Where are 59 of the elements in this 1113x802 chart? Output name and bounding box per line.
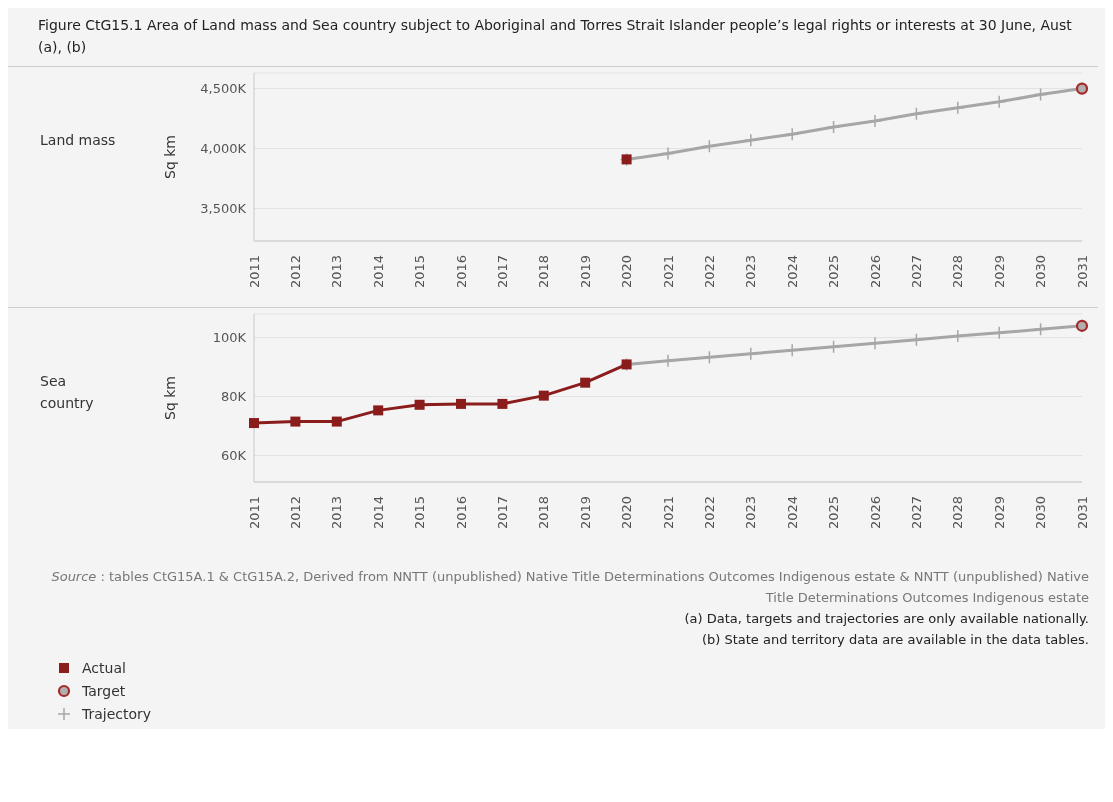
y-tick-label: 60K (220, 448, 247, 464)
source-note: Source : tables CtG15A.1 & CtG15A.2, Derived from NNTT (unpublished) Native Title Determinations Outcomes Indigenous estate & NNTT (unpublished) Native Title Determinations Outcomes Indigenous estate (50, 568, 1089, 607)
x-tick-label: 2011 (246, 255, 262, 289)
x-tick-label: 2017 (494, 255, 510, 289)
x-tick-label: 2027 (908, 496, 924, 530)
x-tick-label: 2025 (826, 496, 842, 530)
x-tick-label: 2018 (536, 255, 552, 289)
text: Sea country (40, 373, 94, 411)
x-tick-label: 2020 (619, 496, 635, 530)
x-tick-label: 2023 (743, 496, 759, 530)
x-tick-label: 2021 (660, 496, 676, 530)
x-tick-label: 2015 (412, 255, 428, 289)
x-tick-label: 2029 (991, 496, 1007, 530)
x-tick-label: 2023 (743, 255, 759, 289)
x-tick-label: 2012 (287, 496, 303, 530)
x-tick-label: 2030 (1033, 496, 1049, 530)
x-tick-label: 2016 (453, 496, 469, 530)
x-tick-label: 2029 (991, 255, 1007, 289)
y-tick-label: 4,000K (200, 141, 247, 157)
y-axis-title: Sq km (161, 376, 178, 420)
x-tick-label: 2022 (701, 496, 717, 530)
y-tick-label: 4,500K (200, 81, 247, 97)
x-tick-label: 2013 (329, 255, 345, 289)
text: (a) Data, targets and trajectories are only available nationally. (683, 610, 1089, 628)
x-tick-label: 2015 (412, 496, 428, 530)
x-tick-label: 2031 (1074, 496, 1090, 530)
x-tick-label: 2024 (784, 255, 800, 289)
x-tick-label: 2018 (536, 496, 552, 530)
x-tick-label: 2028 (950, 255, 966, 289)
x-tick-label: 2027 (908, 255, 924, 289)
x-tick-label: 2014 (370, 255, 386, 289)
legend-label: Actual (82, 659, 126, 676)
x-tick-label: 2025 (826, 255, 842, 289)
x-tick-label: 2012 (287, 255, 303, 289)
x-tick-label: 2019 (577, 255, 593, 289)
x-tick-label: 2021 (660, 255, 676, 289)
y-tick-label: 80K (220, 389, 247, 405)
x-tick-label: 2014 (370, 496, 386, 530)
x-tick-label: 2028 (950, 496, 966, 530)
legend-label: Trajectory (82, 705, 152, 722)
text: Land mass (40, 132, 116, 148)
x-tick-label: 2026 (867, 496, 883, 530)
x-tick-label: 2013 (329, 496, 345, 530)
text: (b) State and territory data are available in the data tables. (700, 631, 1089, 649)
legend-label: Target (82, 682, 126, 699)
x-tick-label: 2020 (619, 255, 635, 289)
x-tick-label: 2022 (701, 255, 717, 289)
x-tick-label: 2026 (867, 255, 883, 289)
x-tick-label: 2011 (246, 496, 262, 530)
x-tick-label: 2030 (1033, 255, 1049, 289)
x-tick-label: 2017 (494, 496, 510, 530)
chart-title: Figure CtG15.1 Area of Land mass and Sea country subject to Aboriginal and Torres Strait Islander people’s legal rights or interests at 30 June, Aust (a), (b) (37, 16, 1073, 57)
x-tick-label: 2031 (1074, 255, 1090, 289)
x-tick-label: 2019 (577, 496, 593, 530)
y-tick-label: 3,500K (200, 201, 247, 217)
x-tick-label: 2024 (784, 496, 800, 530)
y-tick-label: 100K (212, 330, 247, 346)
x-tick-label: 2016 (453, 255, 469, 289)
y-axis-title: Sq km (161, 135, 178, 179)
